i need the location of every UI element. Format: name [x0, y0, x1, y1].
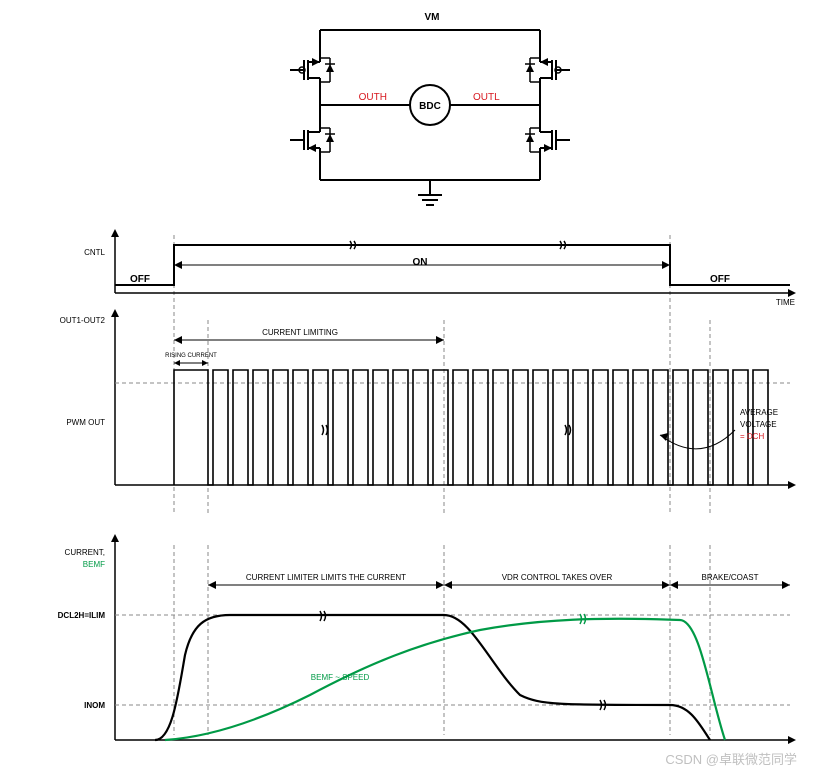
inom-label: INOM: [84, 701, 105, 710]
current-curve: [155, 615, 710, 740]
pwm-bars: [174, 370, 768, 485]
rising-current-label: RISING CURRENT: [165, 353, 217, 359]
outl-label: OUTL: [473, 92, 500, 103]
mosfet-bottom-left: [290, 120, 335, 160]
time-axis-label: TIME: [776, 298, 795, 307]
diagram-root: VM: [0, 0, 817, 778]
current-axis-label: CURRENT,: [65, 548, 105, 557]
region3-label: BRAKE/COAST: [702, 573, 759, 582]
current-limiting-label: CURRENT LIMITING: [262, 328, 338, 337]
cntl-axis-label: CNTL: [84, 248, 105, 257]
motor-label: BDC: [419, 101, 441, 112]
hbridge-circuit: VM: [290, 12, 570, 205]
pwm-out-label: PWM OUT: [66, 418, 105, 427]
curve-block: CURRENT, BEMF DCL2H=ILIM INOM CURRENT LI…: [58, 534, 796, 744]
mosfet-top-right: [525, 50, 570, 90]
avg-voltage-1: AVERAGE: [740, 408, 778, 417]
mosfet-bottom-right: [525, 120, 570, 160]
bemf-speed-label: BEMF ~ SPEED: [311, 673, 370, 682]
timing-block: CNTL TIME OFF ON OFF: [60, 229, 796, 515]
region2-label: VDR CONTROL TAKES OVER: [502, 573, 613, 582]
vm-label: VM: [425, 12, 440, 23]
watermark: CSDN @卓联微范同学: [665, 749, 797, 768]
off-label-left: OFF: [130, 274, 150, 285]
avg-voltage-2: VOLTAGE: [740, 420, 777, 429]
avg-voltage-3: = DCH: [740, 432, 764, 441]
bemf-curve: [165, 619, 725, 740]
pwm-plot: OUT1-OUT2 PWM OUT CURRENT LIMITING RISIN…: [60, 309, 796, 489]
out-diff-label: OUT1-OUT2: [60, 316, 106, 325]
dcl2h-label: DCL2H=ILIM: [58, 611, 106, 620]
cntl-plot: CNTL TIME OFF ON OFF: [84, 229, 796, 307]
bemf-axis-label: BEMF: [83, 560, 105, 569]
region1-label: CURRENT LIMITER LIMITS THE CURRENT: [246, 573, 406, 582]
outh-label: OUTH: [359, 92, 387, 103]
on-label: ON: [413, 257, 428, 268]
mosfet-top-left: [290, 50, 335, 90]
off-label-right: OFF: [710, 274, 730, 285]
